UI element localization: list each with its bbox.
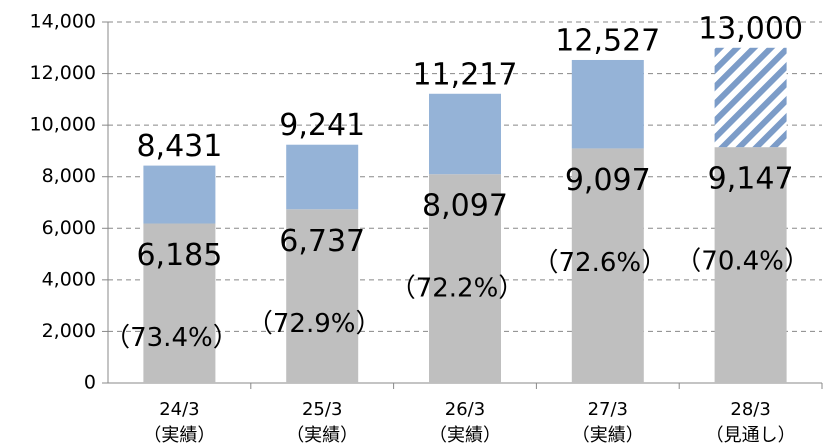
x-sublabel: （実績） <box>429 425 501 446</box>
bar-segment <box>571 59 644 149</box>
bar-segment <box>286 209 359 383</box>
share-label: （72.9%） <box>247 309 382 339</box>
y-tick-label: 0 <box>84 372 96 394</box>
x-sublabel: （実績） <box>286 425 358 446</box>
bar-segment <box>429 174 501 383</box>
bar-segment <box>286 144 359 210</box>
x-tick-label: 26/3 <box>445 399 485 420</box>
total-label: 8,431 <box>136 129 222 164</box>
x-tick-label: 27/3 <box>588 399 628 420</box>
x-sublabel: （実績） <box>572 425 644 446</box>
share-label: （70.4%） <box>675 247 810 277</box>
value-label: 8,097 <box>422 189 508 224</box>
y-tick-label: 2,000 <box>42 320 96 342</box>
bar-segment <box>143 223 216 383</box>
bar-segment <box>143 165 216 224</box>
bar-segment <box>571 148 644 383</box>
x-tick-label: 24/3 <box>159 399 199 420</box>
share-label: （72.6%） <box>532 248 667 278</box>
total-label: 12,527 <box>555 23 660 58</box>
total-label: 11,217 <box>413 57 518 92</box>
value-label: 9,147 <box>708 162 794 197</box>
share-label: （72.2%） <box>390 274 525 304</box>
share-label: （73.4%） <box>104 323 239 353</box>
y-tick-label: 12,000 <box>30 62 96 84</box>
y-tick-label: 4,000 <box>42 268 96 290</box>
y-tick-label: 6,000 <box>42 217 96 239</box>
bar-segment <box>429 93 501 175</box>
value-label: 9,097 <box>565 163 651 198</box>
x-tick-label: 25/3 <box>302 399 342 420</box>
x-sublabel: （実績） <box>143 425 215 446</box>
bar-segment <box>714 47 787 148</box>
bar-segment <box>714 147 787 383</box>
y-tick-label: 8,000 <box>42 165 96 187</box>
value-label: 6,737 <box>279 224 365 259</box>
value-label: 6,185 <box>136 238 222 273</box>
total-label: 13,000 <box>698 11 803 46</box>
x-tick-label: 28/3 <box>730 399 770 420</box>
total-label: 9,241 <box>279 108 365 143</box>
y-tick-label: 14,000 <box>30 11 96 33</box>
y-tick-label: 10,000 <box>30 114 96 136</box>
x-sublabel: （見通し） <box>706 425 796 446</box>
